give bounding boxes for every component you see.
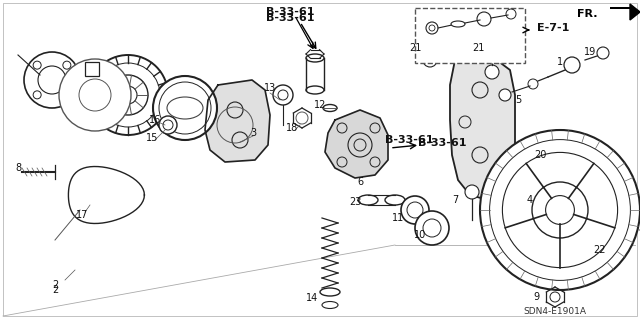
- Bar: [415, 8, 525, 63]
- Ellipse shape: [320, 288, 340, 296]
- Text: 5: 5: [515, 95, 521, 105]
- Circle shape: [465, 185, 479, 199]
- Text: 6: 6: [357, 177, 363, 187]
- Circle shape: [401, 196, 429, 224]
- Ellipse shape: [322, 301, 338, 308]
- Ellipse shape: [306, 54, 324, 62]
- Text: 21: 21: [409, 43, 421, 53]
- Text: 11: 11: [392, 213, 404, 223]
- Text: B-33-61: B-33-61: [418, 138, 467, 148]
- Circle shape: [564, 57, 580, 73]
- Text: 13: 13: [264, 83, 276, 93]
- Text: FR.: FR.: [577, 9, 598, 19]
- Text: 14: 14: [306, 293, 318, 303]
- Circle shape: [508, 153, 522, 167]
- Circle shape: [480, 130, 640, 290]
- Text: B-33-61: B-33-61: [266, 7, 314, 17]
- Text: 3: 3: [250, 128, 256, 138]
- Polygon shape: [325, 110, 388, 178]
- Ellipse shape: [306, 86, 324, 94]
- Circle shape: [88, 55, 168, 135]
- Text: 12: 12: [314, 100, 326, 110]
- Text: 23: 23: [349, 197, 361, 207]
- Polygon shape: [450, 55, 515, 200]
- Text: 1: 1: [557, 57, 563, 67]
- Polygon shape: [610, 4, 640, 20]
- Circle shape: [423, 53, 437, 67]
- Text: 18: 18: [286, 123, 298, 133]
- Text: SDN4-E1901A: SDN4-E1901A: [524, 307, 586, 315]
- Circle shape: [59, 59, 131, 131]
- Text: 19: 19: [584, 47, 596, 57]
- Text: 2: 2: [52, 285, 58, 295]
- Ellipse shape: [323, 105, 337, 112]
- Circle shape: [499, 89, 511, 101]
- Ellipse shape: [451, 21, 465, 27]
- Text: 22: 22: [594, 245, 606, 255]
- Circle shape: [485, 65, 499, 79]
- Ellipse shape: [385, 195, 405, 205]
- Text: B-33-61: B-33-61: [266, 13, 314, 23]
- Text: 4: 4: [527, 195, 533, 205]
- Text: 15: 15: [146, 133, 158, 143]
- Ellipse shape: [358, 195, 378, 205]
- Text: 7: 7: [452, 195, 458, 205]
- Text: E-7-1: E-7-1: [537, 23, 570, 33]
- Circle shape: [153, 76, 217, 140]
- Text: 21: 21: [472, 43, 484, 53]
- Circle shape: [532, 182, 588, 238]
- Text: 9: 9: [533, 292, 539, 302]
- Circle shape: [273, 85, 293, 105]
- Text: 10: 10: [414, 230, 426, 240]
- Polygon shape: [205, 80, 270, 162]
- Circle shape: [597, 47, 609, 59]
- Text: 16: 16: [149, 115, 161, 125]
- Text: 2: 2: [52, 280, 58, 290]
- Text: B-33-61: B-33-61: [385, 135, 433, 145]
- Circle shape: [415, 211, 449, 245]
- Bar: [85, 62, 99, 76]
- Circle shape: [159, 116, 177, 134]
- Text: 8: 8: [15, 163, 21, 173]
- Text: 20: 20: [534, 150, 546, 160]
- Text: 17: 17: [76, 210, 88, 220]
